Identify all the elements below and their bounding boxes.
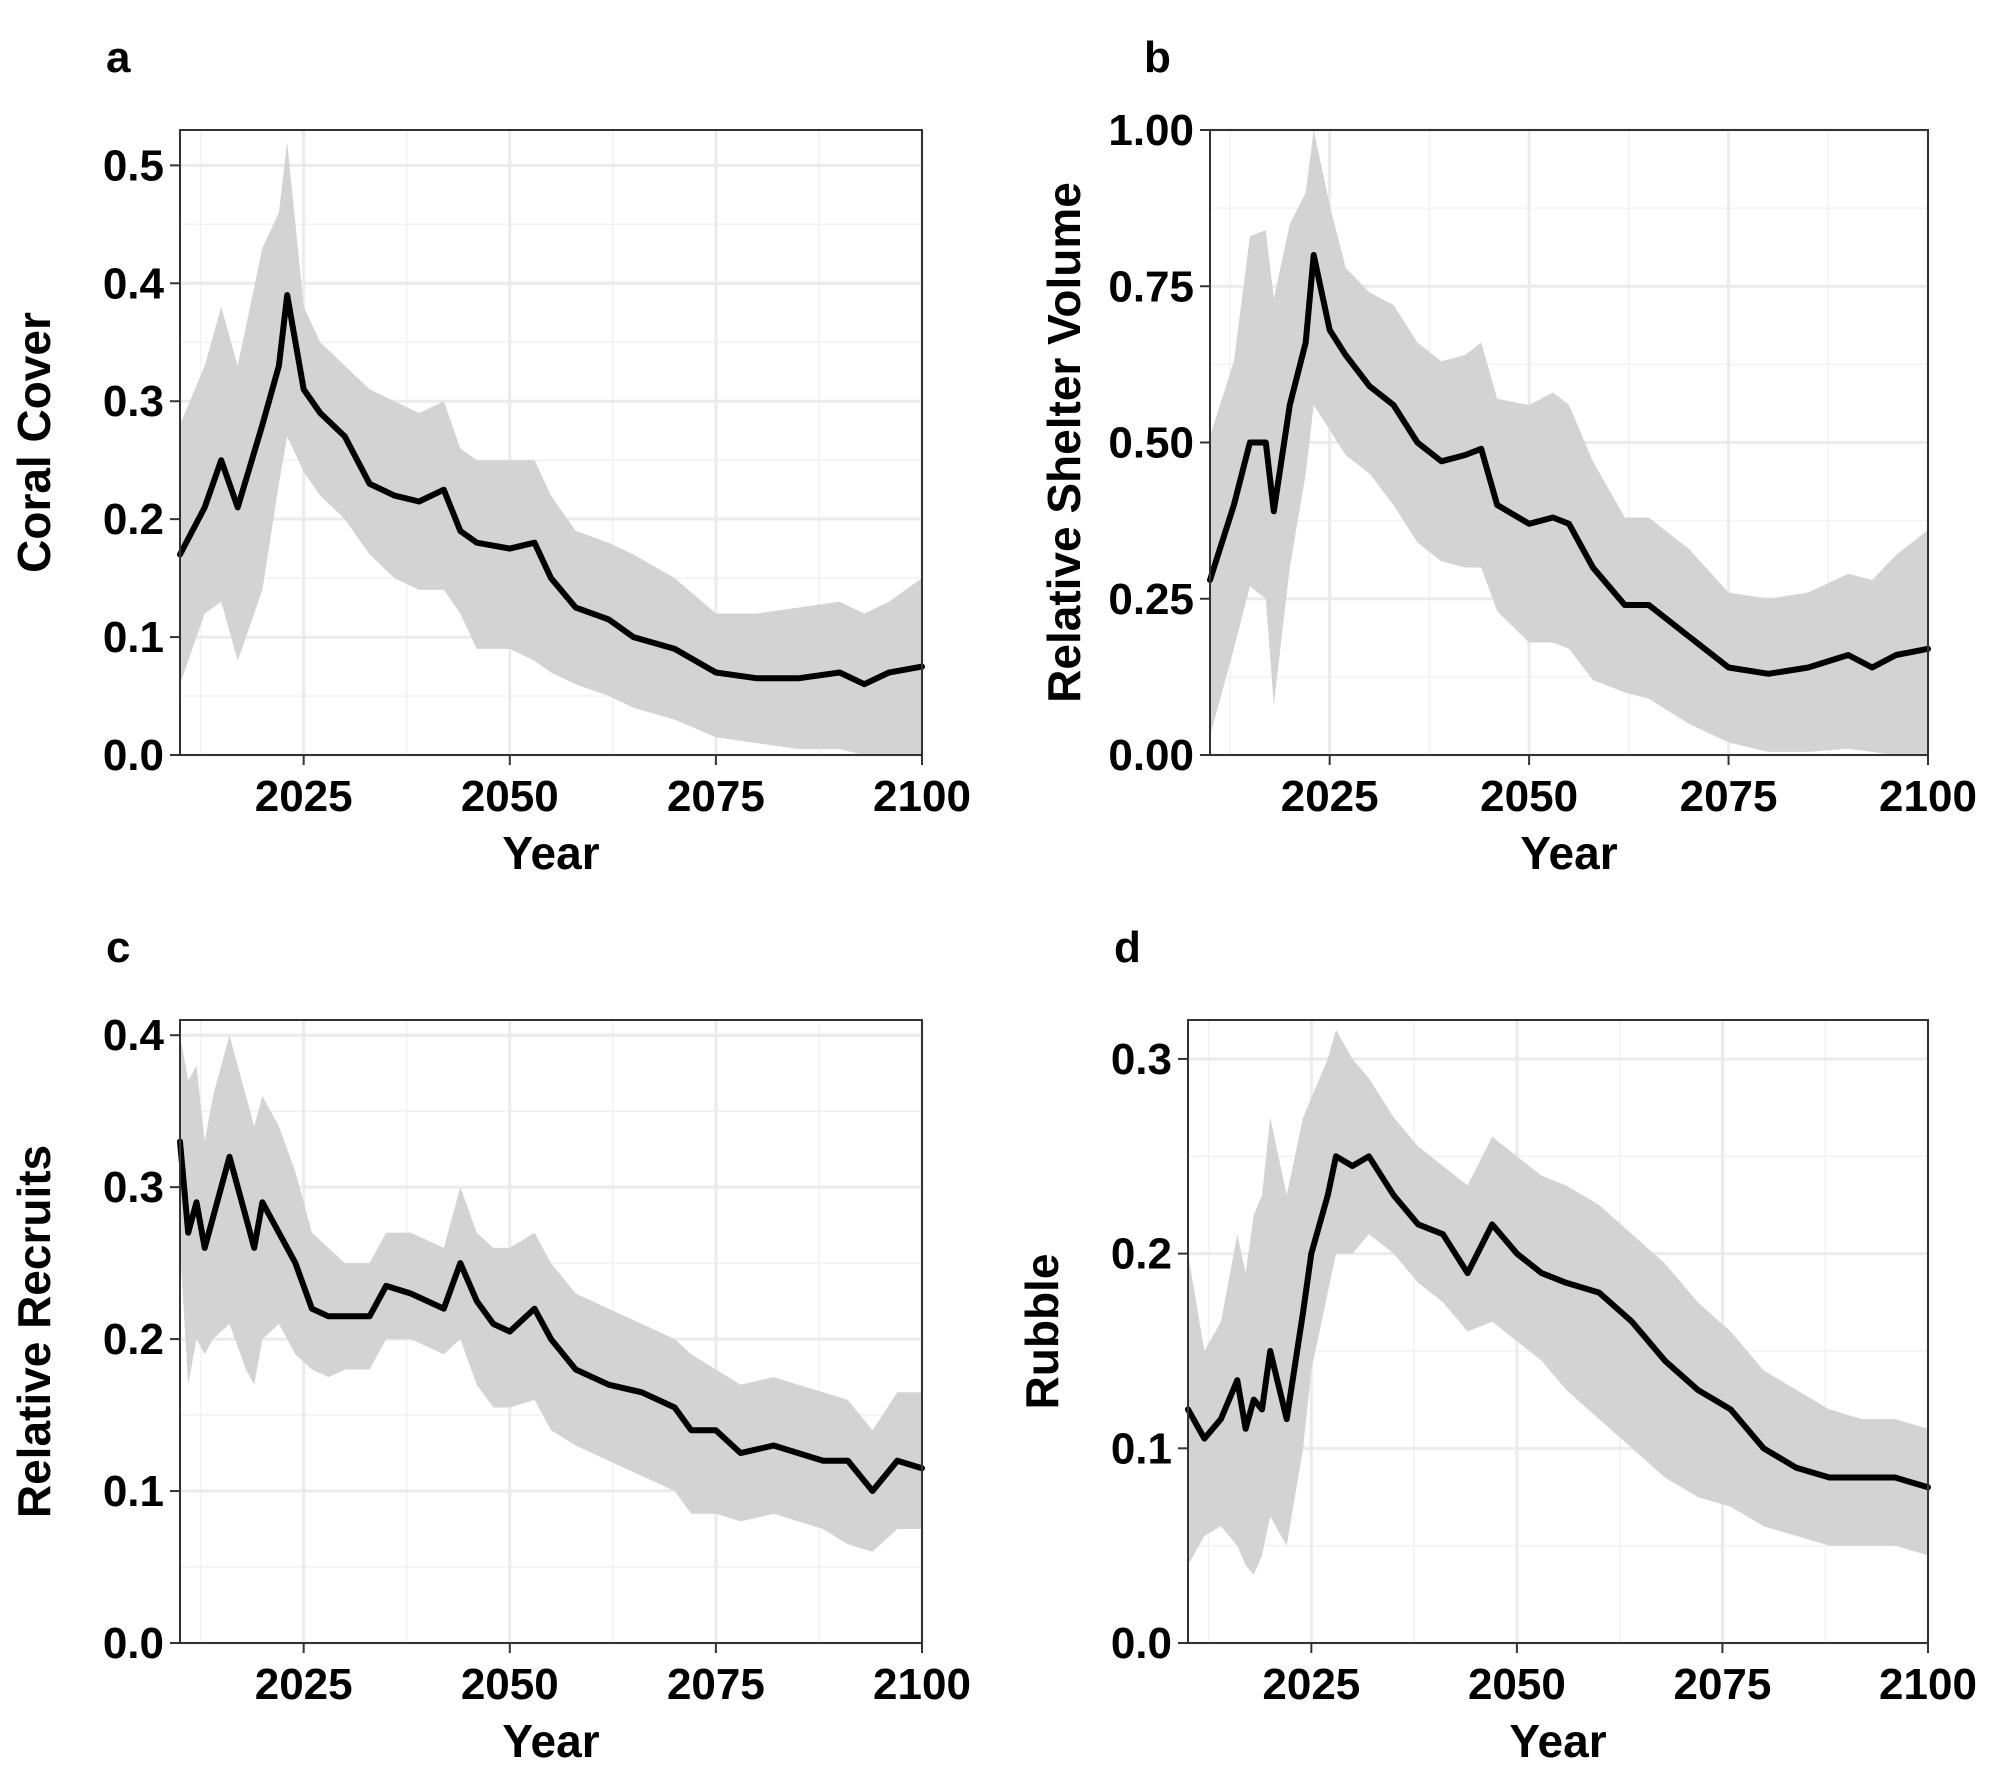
panel-letter: b <box>1144 33 1171 82</box>
y-tick-label: 0.1 <box>103 613 164 662</box>
x-tick-label: 2050 <box>461 772 559 821</box>
y-axis-title: Relative Recruits <box>8 1145 60 1518</box>
x-tick-label: 2025 <box>1281 772 1379 821</box>
y-tick-label: 0.2 <box>103 495 164 544</box>
y-tick-label: 0.0 <box>103 1619 164 1668</box>
y-tick-label: 0.2 <box>1111 1230 1172 1279</box>
x-tick-label: 2050 <box>1468 1660 1566 1709</box>
panel-letter: a <box>106 33 131 82</box>
y-tick-label: 0.00 <box>1108 731 1194 780</box>
x-tick-label: 2050 <box>461 1660 559 1709</box>
x-tick-label: 2025 <box>255 772 353 821</box>
y-tick-label: 0.75 <box>1108 262 1194 311</box>
y-tick-label: 0.3 <box>1111 1035 1172 1084</box>
y-tick-label: 0.3 <box>103 377 164 426</box>
x-tick-label: 2100 <box>1879 772 1977 821</box>
y-tick-label: 0.1 <box>1111 1424 1172 1473</box>
y-tick-label: 1.00 <box>1108 106 1194 155</box>
panel-border <box>179 1019 923 1644</box>
panel-letter: c <box>106 923 130 972</box>
y-tick-label: 0.25 <box>1108 575 1194 624</box>
x-axis-title: Year <box>502 827 599 879</box>
y-tick-label: 0.4 <box>103 259 165 308</box>
panel-b: b 0.00 0.25 0.50 0.75 1.00 2025 2050 2075 2100 Yea… <box>1038 33 1977 879</box>
y-tick-label: 0.0 <box>103 731 164 780</box>
x-tick-label: 2100 <box>873 1660 971 1709</box>
confidence-ribbon <box>1210 130 1928 755</box>
x-tick-label: 2050 <box>1480 772 1578 821</box>
panel-c: c 0.0 0.1 0.2 0.3 0.4 2025 2050 2075 2100 Year Rela… <box>8 923 971 1767</box>
x-axis-title: Year <box>502 1715 599 1767</box>
y-tick-label: 0.50 <box>1108 419 1194 468</box>
y-tick-label: 0.0 <box>1111 1619 1172 1668</box>
confidence-ribbon <box>180 141 922 756</box>
panel-border <box>179 129 923 756</box>
x-tick-label: 2075 <box>1673 1660 1771 1709</box>
x-tick-label: 2025 <box>255 1660 353 1709</box>
y-tick-label: 0.3 <box>103 1163 164 1212</box>
y-tick-label: 0.2 <box>103 1315 164 1364</box>
y-tick-label: 0.1 <box>103 1467 164 1516</box>
mean-line <box>1207 252 1931 677</box>
x-tick-label: 2075 <box>1680 772 1778 821</box>
x-tick-label: 2025 <box>1262 1660 1360 1709</box>
y-axis-title: Coral Cover <box>8 312 60 573</box>
panel-letter: d <box>1114 923 1141 972</box>
x-tick-label: 2100 <box>1879 1660 1977 1709</box>
panel-a: a 0.0 0.1 0.2 0.3 0.4 0.5 2025 2050 2075 2100 Year C… <box>8 33 971 879</box>
x-axis-title: Year <box>1509 1715 1606 1767</box>
y-tick-label: 0.5 <box>103 141 164 190</box>
y-tick-label: 0.4 <box>103 1011 165 1060</box>
x-tick-label: 2100 <box>873 772 971 821</box>
mean-line <box>177 1138 925 1494</box>
mean-line <box>177 292 925 688</box>
confidence-ribbon <box>180 1035 922 1552</box>
mean-line <box>1185 1153 1931 1491</box>
confidence-ribbon <box>1188 1029 1928 1575</box>
y-axis-title: Rubble <box>1016 1254 1068 1410</box>
x-tick-label: 2075 <box>667 1660 765 1709</box>
x-tick-label: 2075 <box>667 772 765 821</box>
panel-border <box>1187 1019 1929 1644</box>
x-axis-title: Year <box>1520 827 1617 879</box>
y-axis-title: Relative Shelter Volume <box>1038 182 1090 703</box>
panel-d: d 0.0 0.1 0.2 0.3 2025 2050 2075 2100 Year Rubble <box>1016 923 1977 1767</box>
